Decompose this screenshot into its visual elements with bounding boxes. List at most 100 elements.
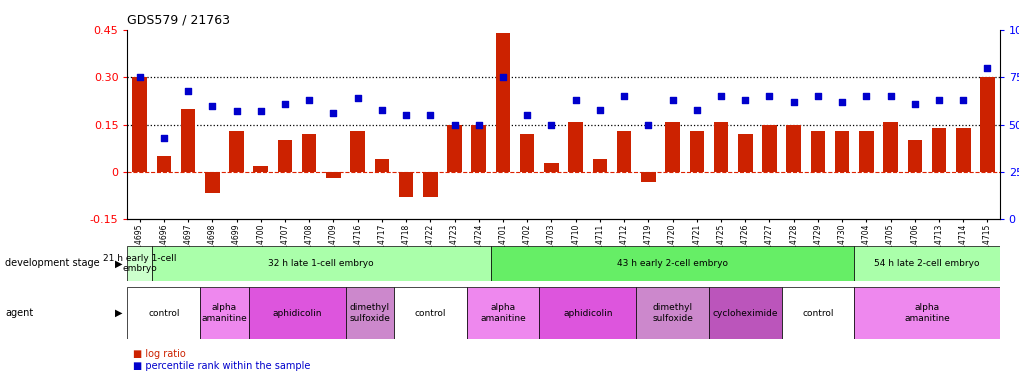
- Point: [615, 93, 632, 99]
- Bar: [302, 134, 316, 172]
- Bar: [471, 124, 485, 172]
- Point: [253, 108, 269, 114]
- Point: [809, 93, 825, 99]
- Bar: [132, 77, 147, 172]
- Point: [688, 106, 704, 112]
- Point: [301, 97, 317, 103]
- Bar: [127, 287, 200, 339]
- Point: [325, 110, 341, 116]
- Bar: [810, 131, 824, 172]
- Text: 43 h early 2-cell embryo: 43 h early 2-cell embryo: [616, 259, 728, 268]
- Bar: [539, 287, 636, 339]
- Text: 54 h late 2-cell embryo: 54 h late 2-cell embryo: [873, 259, 978, 268]
- Bar: [180, 109, 196, 172]
- Point: [737, 97, 753, 103]
- Bar: [761, 124, 776, 172]
- Point: [591, 106, 607, 112]
- Point: [881, 93, 898, 99]
- Text: dimethyl
sulfoxide: dimethyl sulfoxide: [651, 303, 692, 323]
- Text: ▶: ▶: [115, 258, 122, 268]
- Text: aphidicolin: aphidicolin: [562, 309, 612, 318]
- Bar: [157, 156, 171, 172]
- Text: control: control: [414, 309, 445, 318]
- Text: cycloheximide: cycloheximide: [712, 309, 777, 318]
- Point: [446, 122, 463, 128]
- Point: [785, 99, 801, 105]
- Bar: [393, 287, 467, 339]
- Bar: [249, 287, 345, 339]
- Bar: [592, 159, 606, 172]
- Text: alpha
amanitine: alpha amanitine: [202, 303, 247, 323]
- Bar: [738, 134, 752, 172]
- Bar: [127, 246, 152, 281]
- Bar: [616, 131, 631, 172]
- Text: 32 h late 1-cell embryo: 32 h late 1-cell embryo: [268, 259, 374, 268]
- Bar: [374, 159, 388, 172]
- Point: [276, 101, 292, 107]
- Bar: [152, 246, 490, 281]
- Point: [373, 106, 389, 112]
- Point: [857, 93, 873, 99]
- Bar: [467, 287, 539, 339]
- Text: agent: agent: [5, 308, 34, 318]
- Bar: [641, 172, 655, 182]
- Text: 21 h early 1-cell
embryo: 21 h early 1-cell embryo: [103, 254, 176, 273]
- Point: [930, 97, 947, 103]
- Point: [640, 122, 656, 128]
- Point: [228, 108, 245, 114]
- Point: [978, 65, 995, 71]
- Point: [567, 97, 583, 103]
- Point: [494, 74, 511, 80]
- Bar: [636, 287, 708, 339]
- Point: [519, 112, 535, 118]
- Bar: [979, 77, 994, 172]
- Bar: [708, 287, 781, 339]
- Bar: [229, 131, 244, 172]
- Bar: [781, 287, 854, 339]
- Text: alpha
amanitine: alpha amanitine: [903, 303, 949, 323]
- Point: [543, 122, 559, 128]
- Text: control: control: [148, 309, 179, 318]
- Bar: [277, 141, 291, 172]
- Bar: [786, 124, 800, 172]
- Text: ■ log ratio: ■ log ratio: [132, 350, 185, 359]
- Bar: [854, 246, 999, 281]
- Bar: [326, 172, 340, 178]
- Point: [834, 99, 850, 105]
- Bar: [205, 172, 219, 192]
- Bar: [423, 172, 437, 197]
- Point: [156, 135, 172, 141]
- Text: control: control: [801, 309, 833, 318]
- Bar: [882, 122, 897, 172]
- Bar: [200, 287, 249, 339]
- Bar: [398, 172, 413, 197]
- Point: [712, 93, 729, 99]
- Bar: [447, 124, 462, 172]
- Point: [422, 112, 438, 118]
- Bar: [713, 122, 728, 172]
- Bar: [345, 287, 393, 339]
- Text: alpha
amanitine: alpha amanitine: [480, 303, 526, 323]
- Bar: [931, 128, 946, 172]
- Text: GDS579 / 21763: GDS579 / 21763: [127, 13, 230, 26]
- Point: [131, 74, 148, 80]
- Bar: [858, 131, 873, 172]
- Point: [350, 95, 366, 101]
- Point: [470, 122, 486, 128]
- Bar: [689, 131, 703, 172]
- Text: ■ percentile rank within the sample: ■ percentile rank within the sample: [132, 361, 310, 370]
- Text: development stage: development stage: [5, 258, 100, 268]
- Point: [906, 101, 922, 107]
- Bar: [544, 163, 558, 172]
- Bar: [907, 141, 921, 172]
- Point: [397, 112, 414, 118]
- Bar: [254, 166, 268, 172]
- Bar: [568, 122, 583, 172]
- Point: [954, 97, 970, 103]
- Bar: [955, 128, 970, 172]
- Bar: [351, 131, 365, 172]
- Point: [663, 97, 680, 103]
- Point: [760, 93, 776, 99]
- Bar: [520, 134, 534, 172]
- Bar: [664, 122, 680, 172]
